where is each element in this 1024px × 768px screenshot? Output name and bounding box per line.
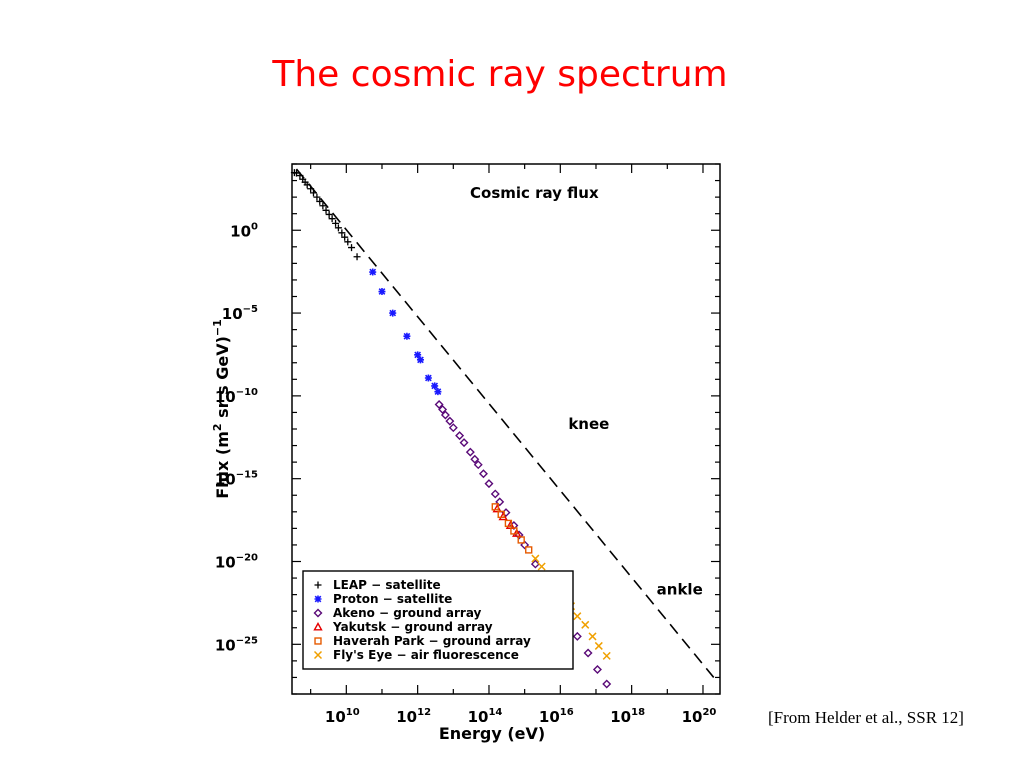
x-tick-label: 1018 <box>610 707 645 726</box>
fit-line <box>295 168 715 678</box>
data-point-asterisk <box>434 388 442 396</box>
slide-title: The cosmic ray spectrum <box>272 54 728 95</box>
data-point-plus <box>319 202 327 210</box>
annotation-ankle: ankle <box>657 581 703 599</box>
data-point-plus <box>328 215 336 223</box>
data-point-diamond <box>459 438 469 448</box>
legend-entry: Fly's Eye − air fluorescence <box>333 648 519 662</box>
data-point-diamond <box>495 497 505 507</box>
data-point-x <box>537 562 546 571</box>
data-point-asterisk <box>378 288 386 296</box>
cosmic-ray-chart: 1010 1012 1014 1016 1018 1020 100 10−5 10−10 10−1… <box>211 163 721 743</box>
data-point-diamond <box>470 454 480 464</box>
data-point-plus <box>348 244 356 252</box>
data-point-plus <box>307 185 315 193</box>
data-point-x <box>573 612 582 621</box>
legend-marker-x <box>313 650 323 660</box>
data-point-plus <box>334 224 342 232</box>
y-tick-label: 10−15 <box>215 470 258 489</box>
data-point-plus <box>296 172 304 180</box>
data-point-asterisk <box>431 382 439 390</box>
data-point-x <box>594 641 603 650</box>
y-tick-label: 10−10 <box>215 387 258 406</box>
data-point-plus <box>325 210 333 218</box>
data-point-square <box>517 536 525 544</box>
data-point-triangle <box>498 511 508 521</box>
data-point-square <box>525 546 533 554</box>
data-point-diamond <box>465 447 475 457</box>
data-point-square <box>504 519 513 528</box>
data-point-diamond <box>445 416 455 426</box>
data-point-diamond <box>478 469 488 479</box>
data-point-diamond <box>484 479 494 489</box>
y-axis-title: Flux (m2 sr s GeV)−1 <box>211 319 232 499</box>
data-point-square <box>497 510 505 519</box>
legend-marker-plus <box>314 581 322 589</box>
data-point-diamond <box>572 631 582 641</box>
x-tick-label: 1010 <box>325 707 360 726</box>
data-point-x <box>588 632 597 641</box>
legend-marker-triangle <box>313 622 323 631</box>
data-point-diamond <box>455 431 465 441</box>
data-point-plus <box>303 181 311 189</box>
data-point-plus <box>316 197 324 205</box>
x-tick-label: 1016 <box>539 707 574 726</box>
data-point-triangle <box>512 528 522 537</box>
x-axis-title: Energy (eV) <box>439 724 545 743</box>
data-point-asterisk <box>389 309 397 317</box>
data-point-diamond <box>520 540 530 550</box>
legend-box <box>302 570 574 670</box>
chart-title: Cosmic ray flux <box>470 184 599 202</box>
data-point-asterisk <box>424 374 432 382</box>
data-point-diamond <box>473 460 483 470</box>
data-point-asterisk <box>403 332 411 340</box>
data-point-diamond <box>438 405 448 415</box>
data-point-asterisk <box>369 268 377 276</box>
data-point-plus <box>353 253 361 261</box>
legend-marker-diamond <box>313 608 323 618</box>
data-point-plus <box>322 206 330 214</box>
data-point-diamond <box>602 679 612 689</box>
data-point-asterisk <box>414 351 422 359</box>
y-tick-label: 10−20 <box>215 553 258 572</box>
data-point-square <box>510 527 518 535</box>
annotation-knee: knee <box>568 415 609 433</box>
data-point-diamond <box>490 489 500 499</box>
data-point-diamond <box>448 423 458 433</box>
data-point-plus <box>332 219 340 227</box>
data-point-diamond <box>440 410 450 420</box>
legend-entry: Akeno − ground array <box>333 606 482 620</box>
citation: [From Helder et al., SSR 12] <box>768 708 964 727</box>
legend-marker-square <box>314 637 322 645</box>
data-point-diamond <box>592 665 602 675</box>
y-tick-label: 100 <box>230 221 258 240</box>
legend-entry: Haverah Park − ground array <box>333 634 531 648</box>
data-point-x <box>531 554 540 563</box>
x-tick-label: 1012 <box>396 707 431 726</box>
data-point-diamond <box>583 648 593 658</box>
data-point-plus <box>338 229 346 237</box>
legend-marker-asterisk <box>314 595 322 603</box>
legend-entry: LEAP − satellite <box>333 578 441 592</box>
y-tick-label: 10−5 <box>222 304 258 323</box>
data-point-plus <box>313 193 321 201</box>
data-point-square <box>491 503 499 511</box>
legend-entry: Yakutsk − ground array <box>332 620 493 634</box>
x-tick-label: 1020 <box>682 707 717 726</box>
data-point-plus <box>341 233 349 241</box>
data-point-diamond <box>530 559 540 569</box>
legend-entry: Proton − satellite <box>333 592 452 606</box>
y-tick-label: 10−25 <box>215 635 258 654</box>
data-point-plus <box>344 238 352 246</box>
data-point-x <box>581 620 590 629</box>
data-point-triangle <box>492 503 502 513</box>
data-point-diamond <box>434 400 444 410</box>
data-point-x <box>602 651 611 660</box>
x-tick-label: 1014 <box>468 707 503 726</box>
data-point-asterisk <box>416 356 424 364</box>
data-point-plus <box>309 189 317 197</box>
